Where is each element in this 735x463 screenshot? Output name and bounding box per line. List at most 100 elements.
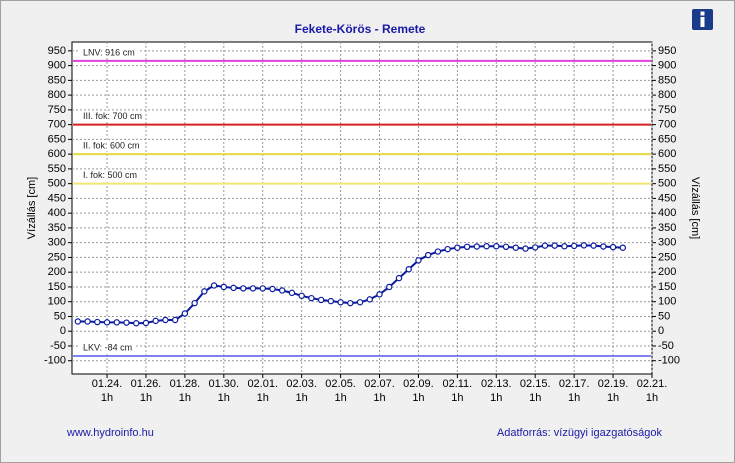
y2-tick-label: 700 xyxy=(658,119,676,131)
y2-tick-label: 500 xyxy=(658,178,676,190)
x-tick-label: 02.19. 1h xyxy=(598,378,629,404)
data-point xyxy=(94,318,101,326)
chart-title: Fekete-Körös - Remete xyxy=(295,22,426,36)
y-tick-label: 450 xyxy=(48,192,66,204)
data-point xyxy=(113,319,120,326)
data-point xyxy=(454,244,461,251)
y-tick-label: 200 xyxy=(48,266,66,278)
y-tick-label: 300 xyxy=(48,237,66,249)
threshold-label-bg xyxy=(80,169,141,181)
threshold-label-bg xyxy=(80,341,136,353)
data-point xyxy=(512,244,519,251)
data-point xyxy=(347,299,354,307)
x-tick-label: 01.24. 1h xyxy=(92,378,123,404)
data-point xyxy=(259,285,266,292)
data-point xyxy=(152,317,159,325)
threshold-label-bg xyxy=(80,140,143,152)
source-right: Adatforrás: vízügyi igazgatóságok xyxy=(497,427,663,439)
y2-tick-label: 950 xyxy=(658,45,676,57)
data-point xyxy=(279,287,286,294)
x-tick-label: 02.09. 1h xyxy=(403,378,434,404)
threshold-label-bg xyxy=(80,110,146,122)
y-tick-label: 750 xyxy=(48,104,66,116)
data-point xyxy=(181,310,189,317)
y-tick-label: 350 xyxy=(48,222,66,234)
y-tick-label: 650 xyxy=(48,133,66,145)
data-point xyxy=(288,289,296,297)
data-point xyxy=(133,320,140,327)
y2-tick-label: 600 xyxy=(658,148,676,160)
y-tick-label: 500 xyxy=(48,178,66,190)
y-tick-label: 50 xyxy=(54,310,66,322)
threshold-label-bg xyxy=(80,46,138,58)
x-tick-label: 02.01. 1h xyxy=(247,378,278,404)
data-point xyxy=(123,319,130,326)
data-point xyxy=(103,319,111,326)
y-tick-label: 100 xyxy=(48,296,66,308)
data-point xyxy=(590,242,597,249)
y2-tick-label: 350 xyxy=(658,222,676,234)
data-point xyxy=(561,243,568,250)
data-point xyxy=(249,285,257,292)
data-point xyxy=(502,243,510,251)
x-tick-label: 02.21. 1h xyxy=(637,378,668,404)
info-icon[interactable] xyxy=(692,9,713,30)
data-point xyxy=(171,316,179,324)
data-point xyxy=(74,318,82,325)
y-tick-label: 900 xyxy=(48,60,66,72)
x-tick-label: 02.05. 1h xyxy=(325,378,356,404)
y2-tick-label: 900 xyxy=(658,60,676,72)
y2-axis-title: Vízállás [cm] xyxy=(689,177,701,239)
data-point xyxy=(356,299,364,306)
x-tick-label: 01.30. 1h xyxy=(209,378,240,404)
y-tick-label: 600 xyxy=(48,148,66,160)
y-axis-title: Vízállás [cm] xyxy=(26,177,38,239)
x-tick-label: 02.15. 1h xyxy=(520,378,551,404)
data-point xyxy=(376,291,383,298)
data-point xyxy=(463,243,471,251)
data-point xyxy=(386,283,393,291)
x-tick-label: 02.17. 1h xyxy=(559,378,590,404)
data-point xyxy=(337,299,344,306)
data-point xyxy=(230,284,237,292)
source-left[interactable]: www.hydroinfo.hu xyxy=(66,427,154,439)
y2-tick-label: -50 xyxy=(658,340,674,352)
x-tick-label: 02.13. 1h xyxy=(481,378,512,404)
y2-tick-label: 450 xyxy=(658,192,676,204)
y-tick-label: 150 xyxy=(48,281,66,293)
y2-tick-label: 850 xyxy=(658,74,676,86)
data-point xyxy=(415,257,422,264)
data-point xyxy=(395,274,403,282)
data-point xyxy=(308,294,315,302)
y2-tick-label: -100 xyxy=(658,355,680,367)
y2-tick-label: 0 xyxy=(658,325,664,337)
y-tick-label: 0 xyxy=(60,325,66,337)
y2-tick-label: 550 xyxy=(658,163,676,175)
data-point xyxy=(269,285,276,293)
y2-tick-label: 150 xyxy=(658,281,676,293)
data-point xyxy=(570,242,578,250)
x-tick-label: 02.03. 1h xyxy=(286,378,317,404)
x-tick-label: 01.26. 1h xyxy=(131,378,162,404)
y-tick-label: 550 xyxy=(48,163,66,175)
x-tick-label: 02.07. 1h xyxy=(364,378,395,404)
data-point xyxy=(298,292,305,299)
threshold-label: LNV: 916 cm xyxy=(83,47,135,57)
y-tick-label: 800 xyxy=(48,89,66,101)
data-point xyxy=(191,299,198,307)
data-point xyxy=(366,296,373,303)
y2-tick-label: 650 xyxy=(658,133,676,145)
data-point xyxy=(551,242,558,249)
y-tick-label: 700 xyxy=(48,119,66,131)
y-tick-label: 950 xyxy=(48,45,66,57)
threshold-label: LKV: -84 cm xyxy=(83,342,132,352)
data-point xyxy=(317,296,325,304)
data-point xyxy=(609,243,617,251)
y-tick-label: 850 xyxy=(48,74,66,86)
data-point xyxy=(580,242,588,249)
x-tick-label: 02.11. 1h xyxy=(442,378,472,404)
y-tick-label: -100 xyxy=(44,355,66,367)
y2-tick-label: 250 xyxy=(658,251,676,263)
threshold-label: II. fok: 600 cm xyxy=(83,141,140,151)
